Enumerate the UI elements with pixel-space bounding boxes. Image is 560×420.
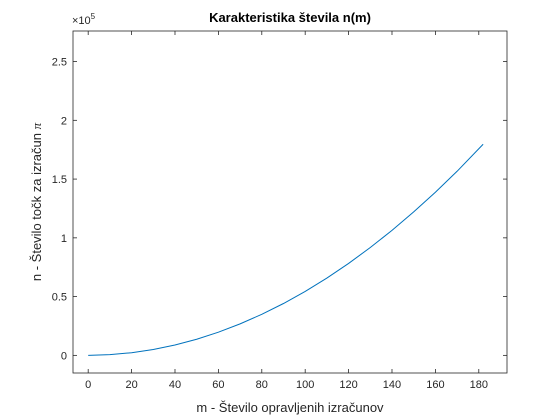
y-tick-label: 2 xyxy=(61,115,67,127)
y-tick-label: 1 xyxy=(61,233,67,245)
chart-title: Karakteristika števila n(m) xyxy=(209,10,371,25)
y-axis-label-symbol: π xyxy=(29,122,44,129)
x-tick-label: 20 xyxy=(125,379,137,391)
y-axis-label: n - Število točk za izračun π xyxy=(29,122,44,281)
y-tick-label: 0 xyxy=(61,350,67,362)
y-axis-label-text: n - Število točk za izračun xyxy=(29,129,44,281)
x-tick-label: 140 xyxy=(383,379,401,391)
plot-box xyxy=(72,30,508,374)
exponent-base: ×10 xyxy=(72,15,91,27)
y-axis-exponent: ×105 xyxy=(72,12,96,27)
x-tick-label: 180 xyxy=(470,379,488,391)
x-tick-label: 40 xyxy=(169,379,181,391)
y-tick-label: 1.5 xyxy=(52,174,67,186)
x-tick-label: 80 xyxy=(256,379,268,391)
exponent-power: 5 xyxy=(91,12,96,21)
y-tick-label: 2.5 xyxy=(52,57,67,69)
series-line-0 xyxy=(88,143,484,356)
x-axis-label: m - Število opravljenih izračunov xyxy=(196,400,384,415)
plot-area xyxy=(73,31,507,373)
series-layer xyxy=(88,143,484,356)
x-tick-label: 100 xyxy=(296,379,314,391)
x-ticks: 0 20 40 60 80 100 120 140 160 180 xyxy=(85,31,488,391)
y-ticks: 0 0.5 1 1.5 2 2.5 xyxy=(52,57,507,362)
x-tick-label: 160 xyxy=(426,379,444,391)
y-tick-label: 0.5 xyxy=(52,292,67,304)
x-tick-label: 120 xyxy=(339,379,357,391)
x-tick-label: 60 xyxy=(212,379,224,391)
x-tick-label: 0 xyxy=(85,379,91,391)
